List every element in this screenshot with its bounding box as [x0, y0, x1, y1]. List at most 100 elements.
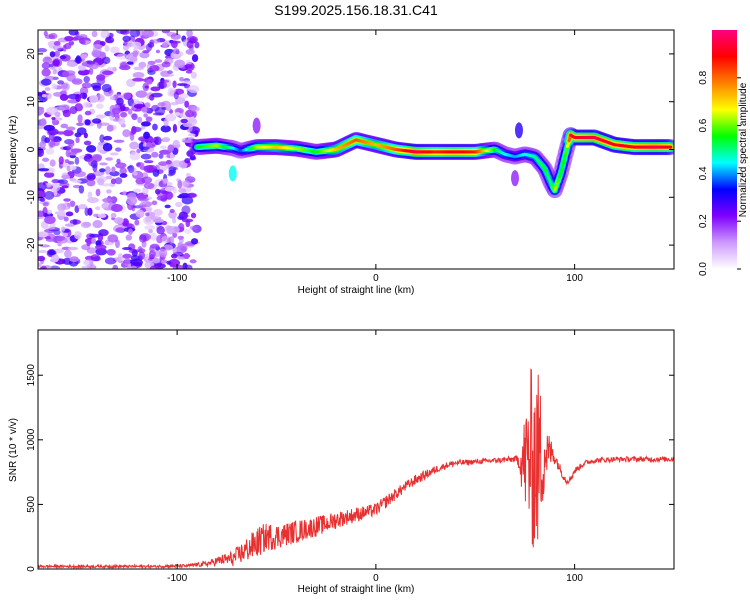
noise-blob: [122, 191, 126, 196]
noise-blob: [122, 92, 131, 99]
noise-blob: [153, 112, 164, 115]
noise-blob: [61, 175, 70, 179]
noise-blob: [141, 121, 151, 126]
noise-blob: [64, 217, 69, 222]
noise-blob: [138, 62, 146, 68]
noise-blob: [160, 80, 169, 83]
noise-blob: [115, 147, 122, 151]
noise-blob: [179, 77, 184, 82]
noise-blob: [138, 246, 143, 253]
noise-blob: [69, 106, 77, 114]
noise-blob: [174, 59, 185, 68]
noise-blob: [86, 179, 95, 186]
noise-blob: [91, 237, 96, 244]
colorbar-gradient: [712, 30, 737, 269]
noise-blob: [60, 55, 67, 59]
noise-blob: [116, 98, 124, 106]
noise-blob: [131, 42, 141, 48]
noise-blob: [119, 65, 131, 70]
noise-blob: [159, 249, 168, 258]
noise-blob: [77, 114, 82, 123]
noise-blob: [128, 109, 133, 115]
noise-blob: [46, 148, 55, 155]
colorbar-title: Normalized spectral amplitude: [738, 82, 749, 217]
spectrogram-y-tick-label: 10: [26, 96, 37, 108]
spectrogram-x-axis-title: Height of straight line (km): [298, 285, 415, 296]
noise-blob: [35, 125, 44, 130]
spectrogram-x-tick-label: -100: [167, 273, 187, 284]
noise-blob: [36, 182, 47, 191]
noise-blob: [81, 54, 88, 59]
noise-blob: [52, 58, 62, 67]
noise-blob: [178, 188, 186, 193]
noise-blob: [116, 27, 127, 34]
noise-blob: [154, 59, 162, 63]
noise-blob: [153, 219, 164, 223]
noise-blob: [185, 265, 193, 271]
noise-blob: [60, 124, 68, 129]
noise-blob: [139, 234, 147, 242]
noise-blob: [160, 145, 167, 149]
noise-blob: [120, 173, 128, 178]
noise-blob: [106, 189, 112, 193]
noise-blob: [184, 253, 190, 259]
noise-blob: [191, 72, 197, 79]
noise-blob: [177, 242, 183, 248]
ridge-artifact: [229, 165, 237, 181]
noise-blob: [137, 117, 142, 124]
noise-blob: [114, 140, 125, 143]
noise-blob: [103, 136, 112, 141]
noise-blob: [189, 38, 196, 44]
noise-blob: [142, 30, 154, 38]
noise-blob: [173, 124, 177, 133]
noise-blob: [68, 94, 80, 100]
noise-blob: [150, 233, 157, 241]
noise-blob: [42, 68, 51, 76]
noise-blob: [155, 189, 161, 195]
noise-blob: [167, 144, 174, 152]
noise-blob: [187, 193, 197, 198]
colorbar-tick-label: 0.6: [698, 118, 709, 132]
ridge: [197, 118, 671, 191]
noise-blob: [96, 103, 104, 108]
noise-blob: [83, 102, 90, 108]
noise-blob: [114, 217, 124, 224]
noise-blob: [134, 220, 139, 226]
noise-blob: [40, 118, 46, 125]
noise-blob: [60, 94, 69, 101]
spectrogram-y-tick-label: -10: [26, 190, 37, 205]
noise-blob: [50, 51, 56, 57]
noise-blob: [141, 201, 147, 205]
snr-x-tick-label: 100: [566, 573, 583, 584]
noise-blob: [174, 112, 180, 116]
noise-blob: [53, 69, 57, 74]
spectrogram-frame: [38, 30, 674, 269]
noise-blob: [153, 209, 163, 216]
noise-blob: [190, 259, 197, 263]
noise-blob: [131, 258, 143, 266]
noise-blob: [64, 250, 72, 259]
noise-blob: [184, 229, 191, 234]
noise-blob: [44, 125, 55, 131]
noise-blob: [115, 227, 124, 232]
noise-blob: [170, 226, 180, 233]
colorbar: 0.00.20.40.60.8 Normalized spectral ampl…: [698, 30, 749, 276]
noise-blob: [38, 250, 47, 253]
noise-blob: [152, 201, 158, 206]
noise-blob: [76, 122, 84, 126]
noise-blob: [132, 78, 144, 82]
noise-blob: [102, 71, 114, 75]
noise-blob: [74, 231, 82, 239]
noise-blob: [84, 207, 88, 216]
noise-blob: [81, 40, 85, 44]
noise-blob: [92, 44, 103, 49]
noise-blob: [188, 85, 199, 93]
noise-blob: [172, 80, 176, 87]
noise-blob: [111, 178, 116, 184]
noise-blob: [73, 219, 78, 225]
noise-blob: [88, 192, 93, 199]
noise-blob: [149, 250, 156, 258]
colorbar-tick-label: 0.0: [698, 262, 709, 276]
spectrogram-y-tick-label: 0: [26, 146, 37, 152]
